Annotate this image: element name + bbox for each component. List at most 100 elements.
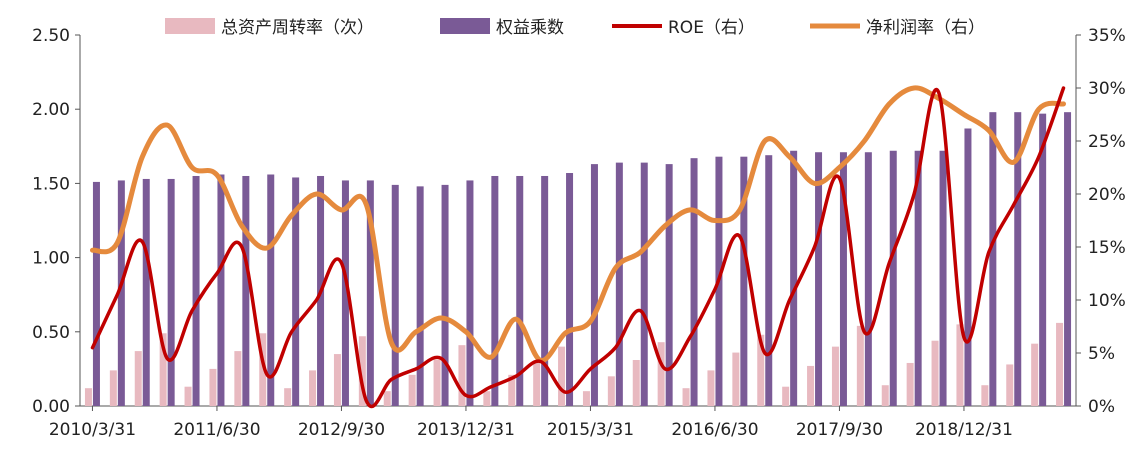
x-tick-label: 2018/12/31 bbox=[915, 420, 1013, 440]
bar-asset-turnover bbox=[408, 374, 416, 406]
legend-label-equity-multiplier: 权益乘数 bbox=[496, 18, 564, 38]
bar-equity-multiplier bbox=[640, 162, 648, 406]
y-tick-right-label: 20% bbox=[1088, 185, 1126, 205]
bar-asset-turnover bbox=[881, 385, 889, 406]
bar-equity-multiplier bbox=[416, 186, 424, 406]
x-tick-label: 2016/6/30 bbox=[671, 420, 758, 440]
x-tick-label: 2012/9/30 bbox=[298, 420, 385, 440]
bar-equity-multiplier bbox=[615, 162, 623, 406]
bar-equity-multiplier bbox=[541, 175, 549, 406]
bar-equity-multiplier bbox=[964, 128, 972, 406]
bar-equity-multiplier bbox=[765, 155, 773, 406]
bar-equity-multiplier bbox=[740, 156, 748, 406]
y-tick-right-label: 10% bbox=[1088, 291, 1126, 311]
bar-equity-multiplier bbox=[839, 152, 847, 406]
y-tick-left-label: 1.50 bbox=[32, 174, 70, 194]
bar-asset-turnover bbox=[981, 385, 989, 406]
bar-equity-multiplier bbox=[441, 184, 449, 406]
bar-asset-turnover bbox=[533, 361, 541, 406]
bar-asset-turnover bbox=[757, 334, 765, 406]
bar-asset-turnover bbox=[657, 342, 665, 406]
bar-equity-multiplier bbox=[590, 164, 598, 406]
bar-asset-turnover bbox=[632, 359, 640, 406]
bar-asset-turnover bbox=[433, 359, 441, 406]
bar-equity-multiplier bbox=[1064, 112, 1072, 406]
bar-equity-multiplier bbox=[939, 150, 947, 406]
line-roe bbox=[90, 86, 1066, 409]
legend-swatch-equity-multiplier bbox=[440, 18, 490, 34]
bar-asset-turnover bbox=[856, 325, 864, 406]
y-tick-right-label: 15% bbox=[1088, 238, 1126, 258]
bar-equity-multiplier bbox=[566, 173, 574, 406]
bar-equity-multiplier bbox=[217, 174, 225, 406]
bar-asset-turnover bbox=[682, 388, 690, 406]
x-tick-label: 2011/6/30 bbox=[173, 420, 260, 440]
bar-equity-multiplier bbox=[665, 164, 673, 406]
x-tick-label: 2010/3/31 bbox=[49, 420, 136, 440]
bar-equity-multiplier bbox=[1014, 112, 1022, 406]
bar-asset-turnover bbox=[159, 333, 167, 406]
bar-asset-turnover bbox=[134, 351, 142, 406]
legend: 总资产周转率（次） 权益乘数 ROE（右） 净利润率（右） bbox=[165, 18, 985, 38]
bar-asset-turnover bbox=[309, 370, 317, 406]
bar-equity-multiplier bbox=[391, 184, 399, 406]
bar-asset-turnover bbox=[284, 388, 292, 406]
bar-asset-turnover bbox=[234, 351, 242, 406]
y-tick-right-label: 0% bbox=[1088, 397, 1115, 417]
y-tick-left-label: 0.50 bbox=[32, 323, 70, 343]
legend-swatch-asset-turnover bbox=[165, 18, 215, 34]
bar-equity-multiplier bbox=[366, 180, 374, 406]
bar-equity-multiplier bbox=[242, 175, 250, 406]
line-net-margin bbox=[90, 85, 1066, 363]
y-tick-left-label: 1.00 bbox=[32, 249, 70, 269]
legend-label-roe: ROE（右） bbox=[668, 18, 755, 38]
bar-equity-multiplier bbox=[192, 175, 200, 406]
y-tick-right-label: 5% bbox=[1088, 344, 1115, 364]
bar-asset-turnover bbox=[807, 365, 815, 406]
y-tick-left-label: 0.00 bbox=[32, 397, 70, 417]
bar-equity-multiplier bbox=[815, 152, 823, 406]
bar-asset-turnover bbox=[931, 340, 939, 406]
bar-equity-multiplier bbox=[690, 158, 698, 406]
bar-asset-turnover bbox=[906, 362, 914, 406]
bar-equity-multiplier bbox=[989, 112, 997, 406]
bar-asset-turnover bbox=[607, 376, 615, 406]
bar-equity-multiplier bbox=[466, 180, 474, 406]
bar-equity-multiplier bbox=[790, 150, 798, 406]
bar-asset-turnover bbox=[383, 391, 391, 406]
y-tick-left-label: 2.00 bbox=[32, 100, 70, 120]
bar-equity-multiplier bbox=[92, 181, 100, 406]
y-tick-right-label: 25% bbox=[1088, 132, 1126, 152]
bar-asset-turnover bbox=[483, 391, 491, 406]
bar-asset-turnover bbox=[358, 336, 366, 406]
y-tick-right-label: 30% bbox=[1088, 79, 1126, 99]
bar-asset-turnover bbox=[1006, 364, 1014, 406]
bar-asset-turnover bbox=[109, 370, 117, 406]
x-tick-label: 2013/12/31 bbox=[417, 420, 515, 440]
bar-equity-multiplier bbox=[491, 175, 499, 406]
legend-label-net-margin: 净利润率（右） bbox=[866, 18, 985, 38]
bar-asset-turnover bbox=[707, 370, 715, 406]
bar-asset-turnover bbox=[582, 391, 590, 406]
bar-equity-multiplier bbox=[142, 178, 150, 406]
bar-asset-turnover bbox=[333, 354, 341, 406]
bar-equity-multiplier bbox=[292, 177, 300, 406]
bar-equity-multiplier bbox=[1039, 113, 1047, 406]
bar-asset-turnover bbox=[732, 352, 740, 406]
bar-asset-turnover bbox=[1056, 322, 1064, 406]
bar-equity-multiplier bbox=[167, 178, 175, 406]
bar-asset-turnover bbox=[508, 374, 516, 406]
bar-asset-turnover bbox=[1031, 343, 1039, 406]
bar-equity-multiplier bbox=[341, 180, 349, 406]
bar-asset-turnover bbox=[259, 333, 267, 406]
bar-equity-multiplier bbox=[914, 150, 922, 406]
bar-asset-turnover bbox=[831, 346, 839, 406]
bar-equity-multiplier bbox=[864, 152, 872, 406]
bar-asset-turnover bbox=[956, 324, 964, 406]
bar-asset-turnover bbox=[558, 346, 566, 406]
bar-equity-multiplier bbox=[889, 150, 897, 406]
bar-asset-turnover bbox=[84, 388, 92, 406]
y-tick-right-label: 35% bbox=[1088, 26, 1126, 46]
